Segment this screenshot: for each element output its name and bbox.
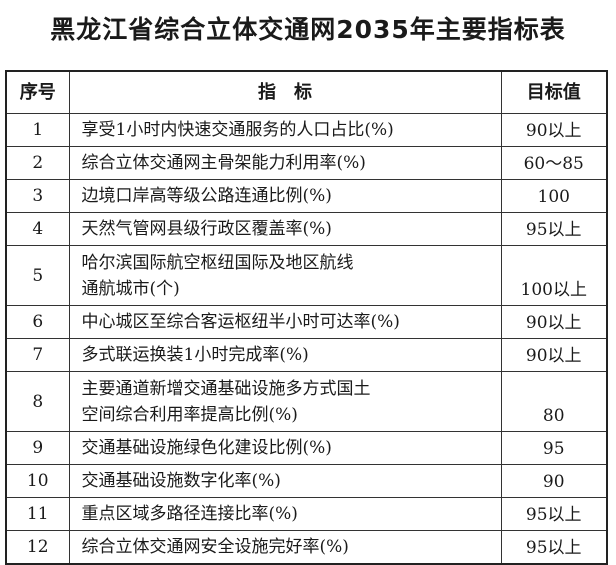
- target-value: 60～85: [500, 146, 608, 180]
- table-row: 5 哈尔滨国际航空枢纽国际及地区航线 通航城市(个) 100以上: [5, 245, 608, 306]
- indicator-line: 边境口岸高等级公路连通比例(%): [81, 186, 332, 206]
- row-number: 2: [5, 146, 70, 180]
- indicator-line: 中心城区至综合客运枢纽半小时可达率(%): [81, 312, 400, 332]
- header-cell: 指 标: [68, 70, 502, 114]
- indicator-cell: 交通基础设施绿色化建设比例(%): [68, 431, 502, 465]
- row-number: 12: [5, 530, 70, 565]
- target-value: 90以上: [500, 305, 608, 339]
- indicator-cell: 综合立体交通网主骨架能力利用率(%): [68, 146, 502, 180]
- target-value: 80: [500, 371, 608, 432]
- target-value: 95以上: [500, 530, 608, 565]
- indicator-cell: 享受1小时内快速交通服务的人口占比(%): [68, 113, 502, 147]
- row-number: 3: [5, 179, 70, 213]
- row-number: 5: [5, 245, 70, 306]
- header-row: 序号 指 标 目标值: [5, 70, 608, 114]
- row-number: 8: [5, 371, 70, 432]
- indicator-cell: 天然气管网县级行政区覆盖率(%): [68, 212, 502, 246]
- indicator-line: 通航城市(个): [81, 278, 180, 299]
- target-value: 95以上: [500, 497, 608, 531]
- target-value: 90以上: [500, 338, 608, 372]
- table-row: 3 边境口岸高等级公路连通比例(%) 100: [5, 179, 608, 213]
- header-cell: 序号: [5, 70, 70, 114]
- row-number: 10: [5, 464, 70, 498]
- indicator-cell: 综合立体交通网安全设施完好率(%): [68, 530, 502, 565]
- table-row: 10 交通基础设施数字化率(%) 90: [5, 464, 608, 498]
- header-cell: 目标值: [500, 70, 608, 114]
- indicator-table: 序号 指 标 目标值 1 享受1小时内快速交通服务的人口占比(%) 90以上 2 综合立…: [5, 70, 608, 565]
- table-row: 8 主要通道新增交通基础设施多方式国土 空间综合利用率提高比例(%) 80: [5, 371, 608, 432]
- target-value: 95以上: [500, 212, 608, 246]
- indicator-cell: 交通基础设施数字化率(%): [68, 464, 502, 498]
- indicator-line: 综合立体交通网安全设施完好率(%): [81, 537, 349, 557]
- target-value: 100: [500, 179, 608, 213]
- row-number: 1: [5, 113, 70, 147]
- indicator-line: 交通基础设施绿色化建设比例(%): [81, 438, 332, 458]
- table-row: 1 享受1小时内快速交通服务的人口占比(%) 90以上: [5, 113, 608, 147]
- indicator-line: 天然气管网县级行政区覆盖率(%): [81, 219, 332, 239]
- target-value: 90以上: [500, 113, 608, 147]
- target-value: 100以上: [500, 245, 608, 306]
- indicator-cell: 主要通道新增交通基础设施多方式国土 空间综合利用率提高比例(%): [68, 371, 502, 432]
- indicator-line: 综合立体交通网主骨架能力利用率(%): [81, 153, 366, 173]
- indicator-line: 空间综合利用率提高比例(%): [81, 404, 298, 425]
- indicator-cell: 中心城区至综合客运枢纽半小时可达率(%): [68, 305, 502, 339]
- table-row: 7 多式联运换装1小时完成率(%) 90以上: [5, 338, 608, 372]
- indicator-line: 交通基础设施数字化率(%): [81, 471, 281, 491]
- indicator-line: 哈尔滨国际航空枢纽国际及地区航线: [81, 252, 354, 273]
- table-row: 12 综合立体交通网安全设施完好率(%) 95以上: [5, 530, 608, 565]
- table-row: 9 交通基础设施绿色化建设比例(%) 95: [5, 431, 608, 465]
- indicator-cell: 哈尔滨国际航空枢纽国际及地区航线 通航城市(个): [68, 245, 502, 306]
- indicator-line: 主要通道新增交通基础设施多方式国土: [81, 378, 371, 399]
- indicator-line: 重点区域多路径连接比率(%): [81, 504, 298, 524]
- indicator-cell: 多式联运换装1小时完成率(%): [68, 338, 502, 372]
- table-row: 6 中心城区至综合客运枢纽半小时可达率(%) 90以上: [5, 305, 608, 339]
- indicator-line: 多式联运换装1小时完成率(%): [81, 345, 309, 365]
- table-body: 1 享受1小时内快速交通服务的人口占比(%) 90以上 2 综合立体交通网主骨架能力利用…: [5, 113, 608, 565]
- table-row: 2 综合立体交通网主骨架能力利用率(%) 60～85: [5, 146, 608, 180]
- row-number: 11: [5, 497, 70, 531]
- target-value: 90: [500, 464, 608, 498]
- table-title: 黑龙江省综合立体交通网2035年主要指标表: [50, 15, 566, 44]
- table-row: 11 重点区域多路径连接比率(%) 95以上: [5, 497, 608, 531]
- target-value: 95: [500, 431, 608, 465]
- indicator-cell: 重点区域多路径连接比率(%): [68, 497, 502, 531]
- indicator-line: 享受1小时内快速交通服务的人口占比(%): [81, 120, 394, 140]
- row-number: 9: [5, 431, 70, 465]
- row-number: 6: [5, 305, 70, 339]
- indicator-cell: 边境口岸高等级公路连通比例(%): [68, 179, 502, 213]
- row-number: 7: [5, 338, 70, 372]
- table-row: 4 天然气管网县级行政区覆盖率(%) 95以上: [5, 212, 608, 246]
- row-number: 4: [5, 212, 70, 246]
